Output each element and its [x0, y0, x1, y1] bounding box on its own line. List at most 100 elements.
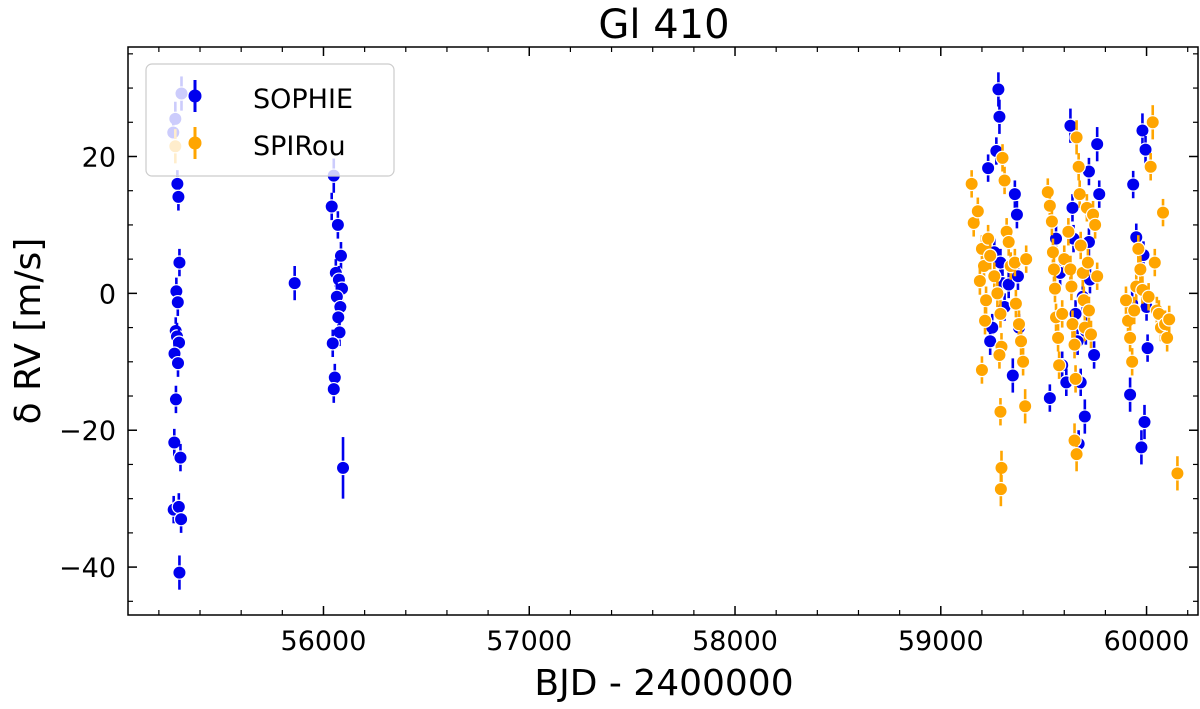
- data-point-sophie: [326, 375, 341, 403]
- data-point-sophie: [1007, 180, 1023, 208]
- data-point-spirou: [1071, 153, 1086, 181]
- data-point-sophie: [982, 327, 998, 355]
- data-point-spirou: [993, 300, 1008, 328]
- data-point-sophie: [325, 329, 340, 358]
- x-tick-label: 58000: [692, 626, 778, 657]
- data-point-sophie: [173, 505, 189, 533]
- data-point-spirou: [1089, 262, 1105, 290]
- data-point-spirou: [1161, 305, 1177, 334]
- data-point-spirou: [987, 262, 1002, 290]
- data-points-layer: [166, 72, 1185, 590]
- data-point-spirou: [990, 279, 1005, 308]
- data-point-sophie: [324, 192, 339, 221]
- data-point-spirou: [1083, 320, 1099, 349]
- data-point-spirou: [1147, 248, 1162, 277]
- data-point-spirou: [1073, 231, 1088, 260]
- data-point-spirou: [1061, 218, 1076, 246]
- data-point-spirou: [1069, 437, 1084, 472]
- data-point-spirou: [1170, 456, 1185, 491]
- data-point-sophie: [1135, 113, 1150, 148]
- data-point-sophie: [1081, 157, 1097, 186]
- data-point-spirou: [972, 267, 988, 295]
- data-point-sophie: [287, 265, 302, 301]
- data-point-spirou: [1001, 228, 1016, 256]
- data-point-spirou: [1118, 286, 1134, 314]
- data-point-spirou: [1155, 198, 1171, 227]
- data-point-sophie: [1077, 399, 1093, 434]
- data-point-spirou: [993, 471, 1009, 507]
- plot-frame: [127, 46, 1199, 616]
- data-point-spirou: [1068, 365, 1083, 393]
- data-point-spirou: [1127, 296, 1142, 325]
- data-point-spirou: [1141, 283, 1156, 311]
- data-point-sophie: [333, 242, 349, 270]
- data-point-sophie: [1138, 135, 1153, 164]
- data-point-spirou: [1017, 389, 1033, 424]
- data-point-sophie: [980, 154, 996, 182]
- data-point-spirou: [1051, 351, 1067, 379]
- data-point-spirou: [1072, 180, 1087, 208]
- data-point-sophie: [335, 437, 351, 499]
- data-point-spirou: [993, 398, 1008, 426]
- data-point-spirou: [992, 341, 1007, 369]
- data-point-spirou: [1159, 324, 1175, 352]
- data-point-spirou: [1133, 255, 1148, 284]
- data-point-spirou: [1081, 296, 1097, 325]
- legend-marker-spirou: [188, 127, 202, 159]
- x-tick-label: 59000: [898, 626, 984, 657]
- legend-marker-sophie: [188, 80, 202, 112]
- data-point-spirou: [970, 197, 986, 225]
- y-tick-label: 20: [82, 142, 116, 173]
- data-point-spirou: [1069, 120, 1084, 155]
- legend-label-spirou: SPIRou: [253, 131, 346, 162]
- data-point-sophie: [1089, 127, 1105, 162]
- data-point-sophie: [1125, 170, 1141, 199]
- legend: SOPHIE SPIRou: [145, 63, 395, 177]
- data-point-sophie: [1137, 404, 1152, 440]
- data-point-spirou: [1044, 207, 1060, 236]
- data-point-sophie: [1092, 180, 1107, 208]
- legend-label-sophie: SOPHIE: [253, 84, 353, 115]
- x-tick-label: 57000: [486, 626, 572, 657]
- data-point-sophie: [1001, 270, 1016, 299]
- data-point-sophie: [1005, 358, 1021, 393]
- data-point-spirou: [974, 356, 990, 384]
- data-point-spirou: [964, 170, 979, 198]
- data-point-sophie: [170, 349, 186, 377]
- data-point-spirou: [1054, 300, 1070, 328]
- data-point-spirou: [1013, 327, 1029, 355]
- data-point-spirou: [1143, 153, 1158, 181]
- data-point-sophie: [1134, 430, 1149, 465]
- data-point-spirou: [1008, 289, 1024, 318]
- x-tick-label: 60000: [1104, 626, 1190, 657]
- data-point-spirou: [980, 224, 996, 253]
- data-point-spirou: [1087, 211, 1103, 239]
- axis-ticks-layer: 56000 57000 58000 59000 60000 −40 −20 0 20: [59, 47, 1198, 657]
- data-point-sophie: [170, 288, 185, 316]
- data-point-spirou: [1067, 331, 1082, 359]
- data-point-spirou: [997, 166, 1012, 195]
- data-point-sophie: [1086, 341, 1102, 369]
- y-tick-label: −40: [59, 553, 116, 584]
- data-point-sophie: [171, 183, 186, 211]
- data-point-spirou: [1145, 105, 1160, 140]
- data-point-sophie: [1009, 200, 1025, 229]
- data-point-spirou: [1050, 324, 1066, 352]
- data-point-spirou: [995, 144, 1010, 172]
- y-tick-label: −20: [59, 416, 116, 447]
- data-point-sophie: [167, 428, 182, 457]
- data-point-spirou: [1018, 245, 1034, 273]
- data-point-spirou: [1047, 274, 1063, 303]
- data-point-sophie: [172, 248, 187, 277]
- data-point-spirou: [982, 242, 998, 270]
- data-point-sophie: [168, 385, 184, 414]
- data-point-spirou: [977, 307, 993, 335]
- data-point-sophie: [172, 555, 187, 590]
- data-point-sophie: [992, 99, 1007, 134]
- data-point-sophie: [173, 443, 188, 472]
- data-point-spirou: [1011, 310, 1027, 338]
- data-point-spirou: [1080, 248, 1096, 277]
- y-tick-label: 0: [99, 279, 116, 310]
